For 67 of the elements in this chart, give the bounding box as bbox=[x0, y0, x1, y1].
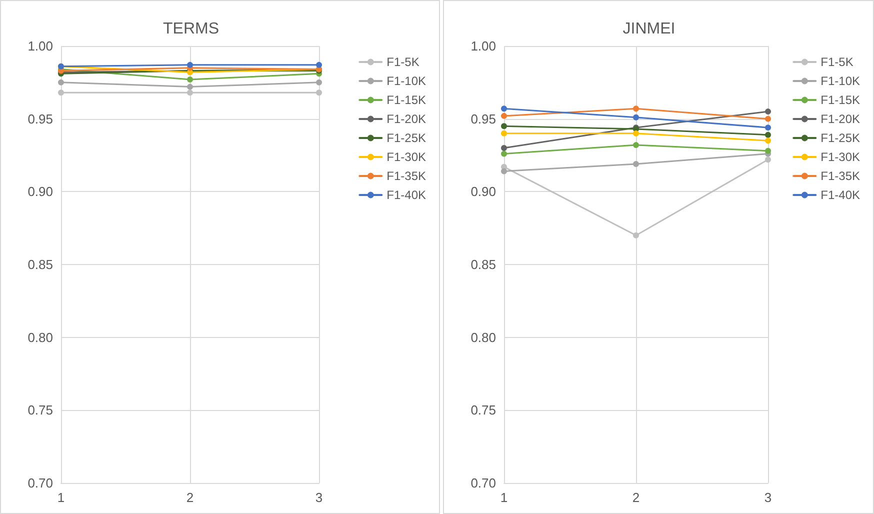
point bbox=[765, 108, 771, 115]
legend-label: F1-5K bbox=[820, 55, 854, 69]
y-tick-label: 0.85 bbox=[28, 257, 53, 272]
point bbox=[187, 62, 193, 68]
legend-label: F1-10K bbox=[386, 74, 426, 88]
point bbox=[633, 114, 639, 120]
point bbox=[765, 124, 771, 131]
legend-label: F1-30K bbox=[820, 150, 860, 164]
point bbox=[316, 79, 322, 86]
x-tick-label: 1 bbox=[57, 490, 65, 505]
x-tick-label: 3 bbox=[315, 490, 323, 505]
y-tick-label: 1.00 bbox=[28, 38, 53, 54]
point bbox=[765, 116, 771, 122]
legend-label: F1-20K bbox=[386, 112, 426, 126]
x-tick-label: 2 bbox=[632, 490, 640, 505]
y-tick-label: 0.95 bbox=[28, 111, 53, 126]
legend-label: F1-10K bbox=[820, 74, 860, 88]
point bbox=[765, 138, 771, 144]
legend-label: F1-40K bbox=[386, 188, 426, 202]
y-tick-label: 0.70 bbox=[28, 476, 53, 490]
point bbox=[765, 156, 771, 163]
chart-title: TERMS bbox=[163, 20, 219, 38]
point bbox=[58, 90, 64, 96]
x-tick-label: 3 bbox=[764, 490, 772, 505]
legend-label: F1-15K bbox=[820, 93, 860, 107]
point bbox=[187, 76, 193, 82]
point bbox=[633, 142, 639, 148]
point bbox=[633, 106, 639, 112]
point bbox=[501, 150, 507, 157]
point bbox=[501, 123, 507, 130]
x-tick-label: 1 bbox=[500, 490, 508, 505]
point bbox=[765, 132, 771, 138]
legend-label: F1-30K bbox=[386, 150, 426, 164]
point bbox=[501, 112, 507, 119]
y-tick-label: 0.70 bbox=[470, 476, 496, 490]
point bbox=[187, 90, 193, 96]
y-tick-label: 0.75 bbox=[28, 402, 53, 418]
point bbox=[633, 232, 639, 238]
chart-title: JINMEI bbox=[622, 20, 676, 38]
legend-label: F1-15K bbox=[386, 93, 426, 107]
point bbox=[316, 62, 322, 68]
y-tick-label: 0.80 bbox=[470, 330, 496, 345]
y-tick-label: 0.95 bbox=[470, 111, 496, 126]
y-tick-label: 0.85 bbox=[470, 257, 496, 272]
y-tick-label: 0.75 bbox=[470, 402, 496, 418]
point bbox=[633, 130, 639, 136]
point bbox=[501, 144, 507, 151]
x-tick-label: 2 bbox=[186, 490, 194, 505]
legend-label: F1-25K bbox=[820, 131, 860, 145]
legend-label: F1-5K bbox=[386, 55, 420, 69]
point bbox=[501, 168, 507, 174]
point bbox=[187, 84, 193, 90]
point bbox=[501, 106, 507, 112]
point bbox=[501, 130, 507, 136]
point bbox=[316, 90, 322, 96]
legend-label: F1-35K bbox=[820, 169, 860, 183]
point bbox=[633, 160, 639, 167]
legend-label: F1-40K bbox=[820, 188, 860, 202]
legend-label: F1-25K bbox=[386, 131, 426, 145]
y-tick-label: 0.80 bbox=[28, 330, 53, 345]
point bbox=[58, 79, 64, 86]
legend-label: F1-35K bbox=[386, 169, 426, 183]
legend-label: F1-20K bbox=[820, 112, 860, 126]
y-tick-label: 0.90 bbox=[28, 184, 53, 200]
point bbox=[765, 148, 771, 154]
y-tick-label: 1.00 bbox=[470, 38, 496, 54]
y-tick-label: 0.90 bbox=[470, 184, 496, 200]
